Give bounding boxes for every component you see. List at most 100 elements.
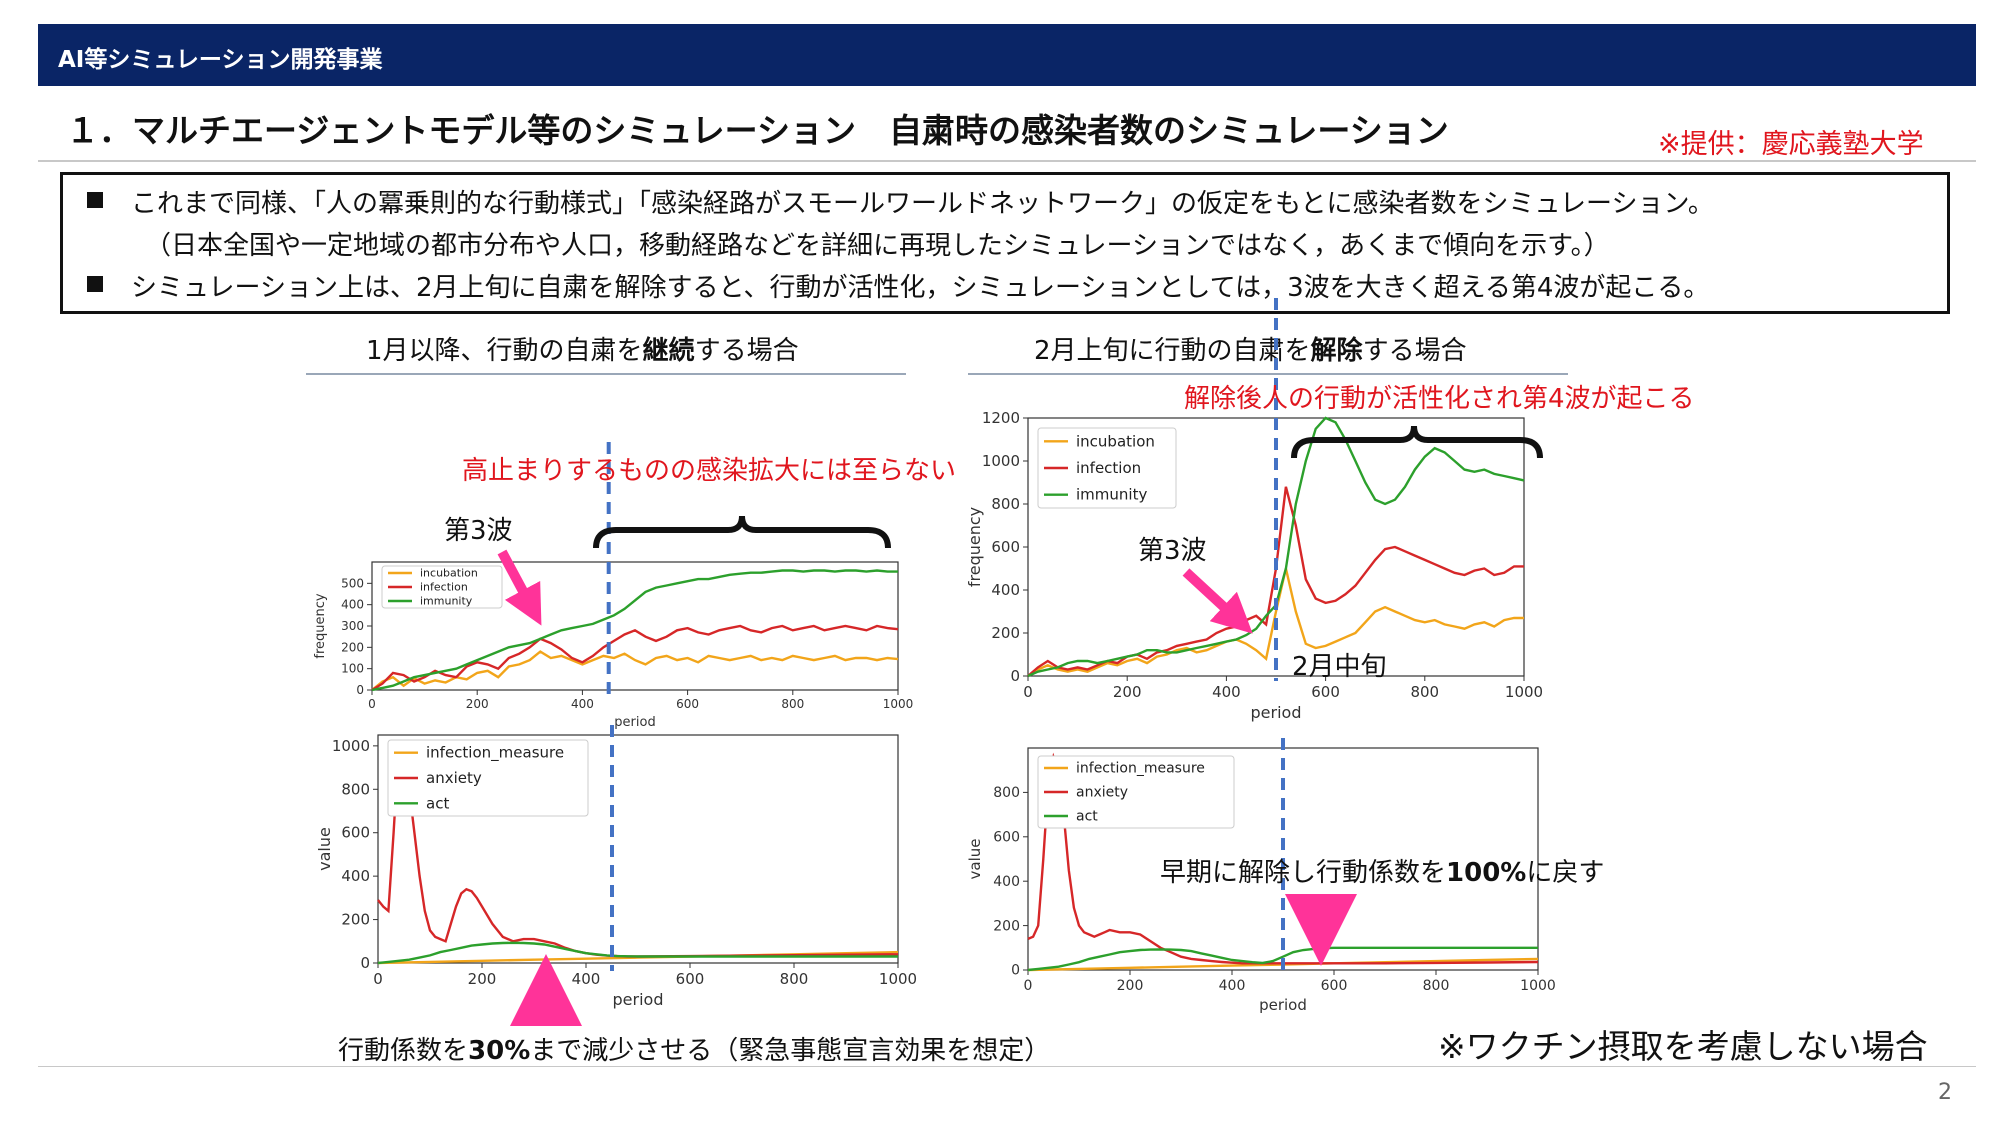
right_top-series-incubation [1027, 568, 1524, 678]
bullet-square-2 [87, 276, 103, 292]
right_bottom-ytick-label-3: 600 [993, 829, 1020, 845]
right_top-xtick-label-5: 1000 [1505, 683, 1543, 701]
left_top-series-incubation [371, 650, 899, 691]
right_top-legend-label-immunity: immunity [1076, 486, 1147, 504]
left_bottom-ytick-label-0: 0 [360, 954, 370, 972]
right_bottom-xtick-label-5: 1000 [1520, 978, 1556, 994]
bottom-bold: 30% [468, 1036, 531, 1066]
left_bottom-xlabel: period [613, 990, 664, 1009]
right-wave3-arrow [1182, 568, 1253, 634]
left-bottom-note: 行動係数を30%まで減少させる（緊急事態宣言効果を想定） [338, 1030, 1050, 1067]
left-brace [593, 515, 891, 549]
right_top-ytick-label-5: 1000 [982, 452, 1020, 470]
right_bottom-ytick-label-1: 200 [993, 918, 1020, 934]
restore-bold: 100% [1446, 858, 1527, 888]
left_bottom-xtick-label-4: 800 [780, 970, 809, 988]
right-wave3-label: 第3波 [1138, 536, 1207, 566]
right-column-heading: 2月上旬に行動の自粛を解除する場合 [1034, 330, 1467, 367]
left_top-xlabel: period [614, 715, 655, 730]
left_bottom-series-act [377, 941, 898, 965]
right_bottom-legend-label-anxiety: anxiety [1076, 785, 1128, 801]
left_top-ylabel: frequency [313, 593, 328, 659]
right_bottom-xtick-label-3: 600 [1321, 978, 1348, 994]
left_top-ytick-label-3: 300 [341, 619, 364, 633]
right_top-ytick-label-1: 200 [991, 624, 1020, 642]
right_top-ylabel: frequency [965, 507, 984, 587]
slide-title: １．マルチエージェントモデル等のシミュレーション 自粛時の感染者数のシミュレーシ… [66, 111, 1449, 150]
summary-line-3: シミュレーション上は、2月上旬に自粛を解除すると、行動が活性化，シミュレーション… [131, 273, 1710, 303]
right_top-ytick-label-4: 800 [991, 495, 1020, 513]
left_top-legend-label-infection: infection [420, 581, 468, 594]
left_top-xtick-label-1: 200 [466, 697, 489, 711]
right_top-ytick-label-6: 1200 [982, 409, 1020, 427]
title-divider [38, 160, 1976, 162]
right_bottom-legend-box [1037, 755, 1235, 829]
left_bottom-ytick-label-1: 200 [341, 911, 370, 929]
bottom-post: まで減少させる（緊急事態宣言効果を想定） [530, 1036, 1051, 1066]
left_bottom-legend-label-infection_measure: infection_measure [426, 744, 564, 763]
left_bottom-ytick-label-4: 800 [341, 780, 370, 798]
annotation-layer [497, 425, 1543, 1026]
right_top-xtick-label-0: 0 [1023, 683, 1033, 701]
right_top-xtick-label-3: 600 [1311, 683, 1340, 701]
summary-line-1: これまで同様、「人の冪乗則的な行動様式」「感染経路がスモールワールドネットワーク… [131, 189, 1714, 219]
right_bottom-ytick-label-4: 800 [993, 785, 1020, 801]
left-heading-bold: 継続 [642, 336, 695, 366]
left_bottom-xtick-label-1: 200 [468, 970, 497, 988]
summary-box: これまで同様、「人の冪乗則的な行動様式」「感染経路がスモールワールドネットワーク… [60, 172, 1950, 314]
right_top-ytick-label-3: 600 [991, 538, 1020, 556]
left-wave3-label: 第3波 [444, 516, 513, 546]
right_top-ytick-label-0: 0 [1010, 667, 1020, 685]
left_top-legend-box [381, 565, 503, 609]
bullet-square-1 [87, 192, 103, 208]
right_top-legend-box [1037, 427, 1177, 509]
right_bottom-legend-label-act: act [1076, 809, 1098, 825]
right_bottom-xtick-label-0: 0 [1024, 978, 1033, 994]
page-number: 2 [1938, 1080, 1952, 1105]
credit-note: ※提供：慶応義塾大学 [1658, 129, 1924, 160]
left_top-legend-label-incubation: incubation [420, 567, 478, 580]
right_bottom-xtick-label-4: 800 [1423, 978, 1450, 994]
mid-february-label: 2月中旬 [1292, 652, 1387, 682]
chart-layer: 0 200 400 600 800 1000 0 100 200 300 400 500 period f… [313, 298, 1556, 1014]
right_bottom-ylabel: value [966, 839, 984, 880]
summary-line-2: （日本全国や一定地域の都市分布や人口，移動経路などを詳細に再現したシミュレーショ… [145, 231, 1610, 261]
right_top-xlabel: period [1251, 703, 1302, 722]
right_bottom-ytick-label-0: 0 [1011, 963, 1020, 979]
right-red-note: 解除後人の行動が活性化され第4波が起こる [1184, 384, 1695, 414]
right_bottom-legend-label-infection_measure: infection_measure [1076, 761, 1205, 777]
left_top-xtick-label-4: 800 [781, 697, 804, 711]
header-bar [38, 24, 1976, 86]
left_top-legend-label-immunity: immunity [420, 595, 473, 608]
vaccine-note: ※ワクチン摂取を考慮しない場合 [1438, 1027, 1928, 1066]
left_top-xtick-label-3: 600 [676, 697, 699, 711]
left_top-xtick-label-5: 1000 [883, 697, 914, 711]
header-title: AI等シミュレーション開発事業 [58, 47, 383, 73]
left_bottom-ytick-label-2: 400 [341, 867, 370, 885]
right-heading-rule [968, 373, 1568, 375]
left_bottom-ylabel: value [315, 827, 334, 871]
right_top-xtick-label-1: 200 [1113, 683, 1142, 701]
left_top-ytick-label-4: 400 [341, 598, 364, 612]
left_top-ytick-label-5: 500 [341, 576, 364, 590]
left_bottom-xtick-label-0: 0 [373, 970, 383, 988]
left_bottom-ytick-label-3: 600 [341, 824, 370, 842]
left_bottom-ytick-label-5: 1000 [332, 737, 370, 755]
bottom-pre: 行動係数を [338, 1036, 469, 1066]
right_top-xtick-label-2: 400 [1212, 683, 1241, 701]
left_top-ytick-label-1: 100 [341, 662, 364, 676]
left_bottom-xtick-label-2: 400 [572, 970, 601, 988]
right-heading-pre: 2月上旬に行動の自粛を [1034, 336, 1311, 366]
right_top-legend-label-incubation: incubation [1076, 432, 1155, 450]
left_top-xtick-label-0: 0 [368, 697, 376, 711]
right_bottom-xlabel: period [1259, 996, 1307, 1014]
right_bottom-xtick-label-2: 400 [1219, 978, 1246, 994]
right_top-xtick-label-4: 800 [1410, 683, 1439, 701]
left_bottom-legend-label-act: act [426, 794, 449, 812]
left_top-xtick-label-2: 400 [571, 697, 594, 711]
right_bottom-ytick-label-2: 400 [993, 874, 1020, 890]
left_top-ytick-label-0: 0 [356, 683, 364, 697]
left_bottom-legend-box [387, 739, 589, 817]
right_bottom-xtick-label-1: 200 [1117, 978, 1144, 994]
